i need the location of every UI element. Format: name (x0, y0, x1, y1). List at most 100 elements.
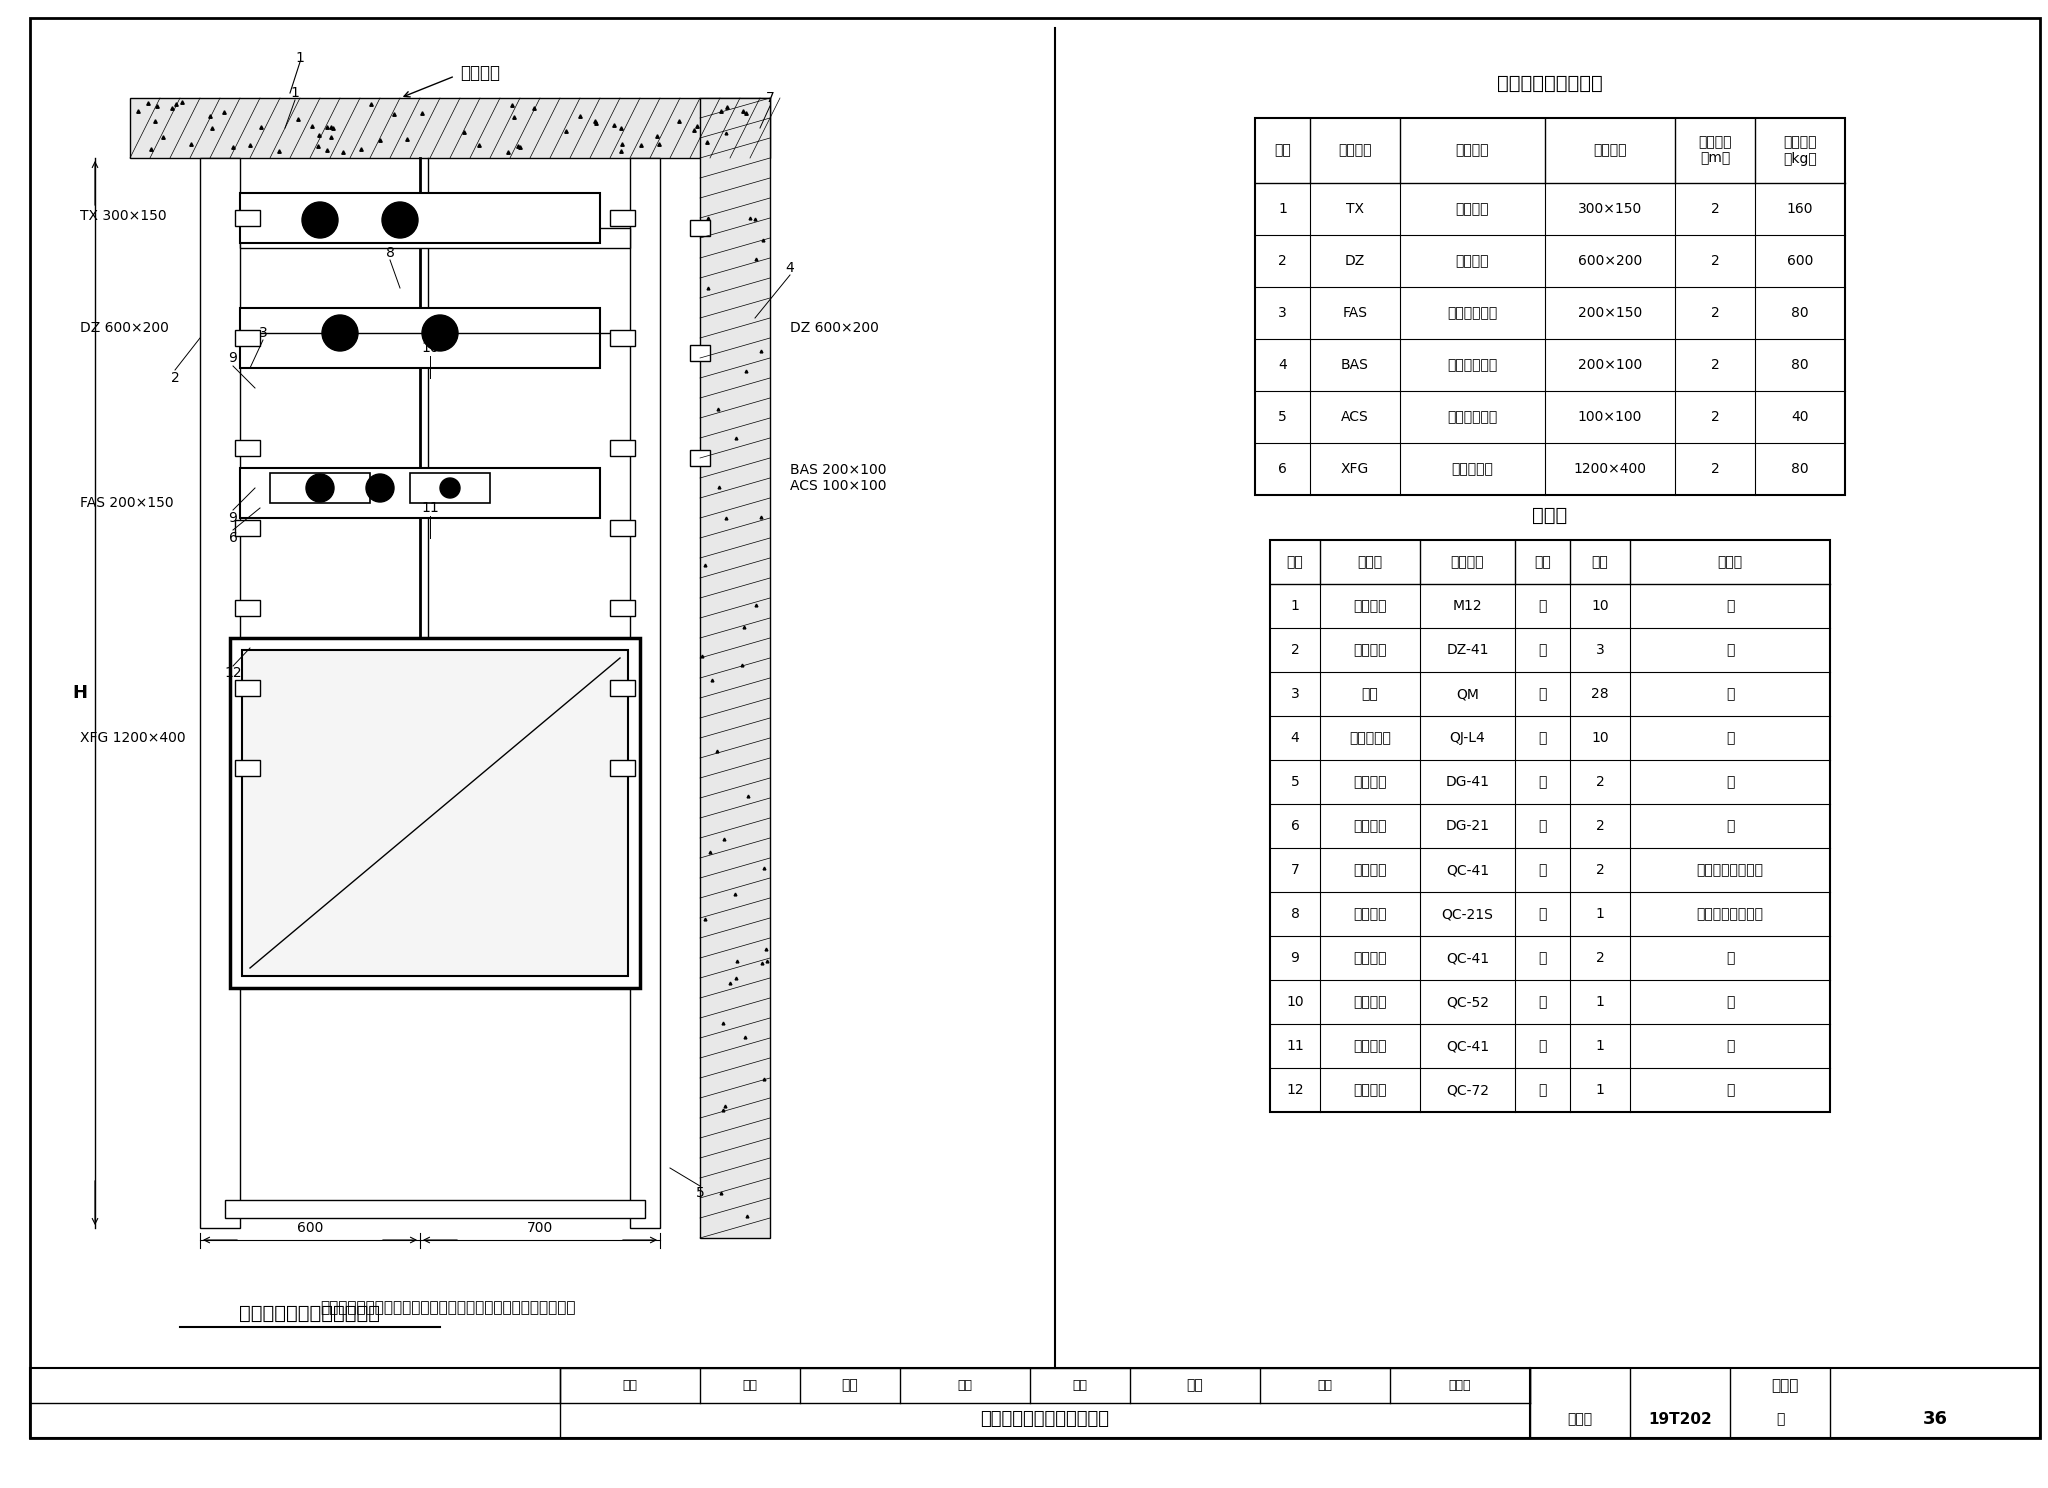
Bar (610, 330, 635, 347)
Circle shape (422, 315, 459, 351)
Text: DZ: DZ (1346, 254, 1366, 268)
Text: 9: 9 (1290, 951, 1298, 966)
Bar (236, 600, 260, 616)
Text: 吊架间距
（m）: 吊架间距 （m） (1698, 135, 1733, 165)
Text: 立杆槽钢: 立杆槽钢 (1354, 863, 1386, 876)
Text: 7: 7 (1290, 863, 1298, 876)
Text: QC-41: QC-41 (1446, 863, 1489, 876)
Text: 单位: 单位 (1534, 555, 1550, 568)
Bar (270, 473, 371, 503)
Text: 横担槽钢: 横担槽钢 (1354, 1083, 1386, 1097)
Bar (610, 680, 635, 696)
Text: 2: 2 (1710, 254, 1720, 268)
Text: 36: 36 (1923, 1411, 1948, 1428)
Text: DZ-41: DZ-41 (1446, 643, 1489, 658)
Text: 2: 2 (1710, 461, 1720, 476)
Text: 9: 9 (229, 510, 238, 525)
Bar (236, 330, 260, 347)
Text: QC-21S: QC-21S (1442, 908, 1493, 921)
Text: －: － (1726, 951, 1735, 966)
Text: 6: 6 (229, 531, 238, 545)
Text: 10: 10 (1591, 731, 1610, 745)
Text: 火灾报警电缆: 火灾报警电缆 (1448, 307, 1497, 320)
Text: 2: 2 (1710, 307, 1720, 320)
Text: 序号: 序号 (1286, 555, 1303, 568)
Text: 页: 页 (1776, 1412, 1784, 1426)
Text: 3: 3 (1595, 643, 1604, 658)
Text: QM: QM (1456, 687, 1479, 701)
Text: 长度工程设计确定: 长度工程设计确定 (1696, 863, 1763, 876)
Text: 1200×400: 1200×400 (1573, 461, 1647, 476)
Bar (690, 345, 711, 362)
Text: 李诚智: 李诚智 (1448, 1379, 1470, 1391)
Circle shape (322, 315, 358, 351)
Text: 门禁系统电缆: 门禁系统电缆 (1448, 411, 1497, 424)
Text: 横担槽钢: 横担槽钢 (1354, 1039, 1386, 1054)
Text: 个: 个 (1538, 951, 1546, 966)
Text: 校对: 校对 (958, 1379, 973, 1391)
Text: 管线名称: 管线名称 (1456, 143, 1489, 158)
Text: 19T202: 19T202 (1649, 1412, 1712, 1427)
Text: 2: 2 (1710, 359, 1720, 372)
Text: 2: 2 (1595, 863, 1604, 876)
Text: TX 300×150: TX 300×150 (80, 208, 166, 223)
Text: 2: 2 (1290, 643, 1298, 658)
Text: 300×150: 300×150 (1577, 202, 1642, 216)
Circle shape (305, 475, 334, 501)
Bar (240, 469, 600, 518)
Text: QJ-L4: QJ-L4 (1450, 731, 1485, 745)
Text: 6: 6 (1278, 461, 1286, 476)
Circle shape (440, 478, 461, 498)
Text: 80: 80 (1792, 307, 1808, 320)
Text: BAS 200×100
ACS 100×100: BAS 200×100 ACS 100×100 (791, 463, 887, 493)
Bar (410, 473, 489, 503)
Text: 杜棋: 杜棋 (842, 1378, 858, 1393)
Text: 1: 1 (1595, 908, 1604, 921)
Bar (236, 760, 260, 777)
Bar (240, 228, 631, 248)
Text: －: － (1726, 775, 1735, 789)
Text: 12: 12 (1286, 1083, 1305, 1097)
Text: 600: 600 (297, 1222, 324, 1235)
Circle shape (383, 202, 418, 238)
Text: 1: 1 (1290, 600, 1298, 613)
Text: 2: 2 (1595, 951, 1604, 966)
Text: 10: 10 (1591, 600, 1610, 613)
Text: 3: 3 (1278, 307, 1286, 320)
Bar (229, 638, 639, 988)
Text: 2: 2 (170, 371, 180, 385)
Bar (201, 158, 240, 1228)
Text: 槽钢底座: 槽钢底座 (1354, 643, 1386, 658)
Text: 5: 5 (1290, 775, 1298, 789)
Text: 梅棋: 梅棋 (743, 1379, 758, 1391)
Text: 周炜: 周炜 (1073, 1379, 1087, 1391)
Text: 9: 9 (229, 351, 238, 365)
Text: XFG: XFG (1341, 461, 1370, 476)
Text: 1: 1 (1595, 1083, 1604, 1097)
Text: 槽钢端盖: 槽钢端盖 (1354, 775, 1386, 789)
Text: 4: 4 (1278, 359, 1286, 372)
Text: －: － (1726, 687, 1735, 701)
Text: 混凝土板: 混凝土板 (461, 64, 500, 82)
Text: QC-72: QC-72 (1446, 1083, 1489, 1097)
Text: 600×200: 600×200 (1577, 254, 1642, 268)
Text: 2: 2 (1710, 202, 1720, 216)
Text: 环境监控电缆: 环境监控电缆 (1448, 359, 1497, 372)
Bar (236, 519, 260, 536)
Bar (1255, 118, 1845, 496)
Text: －: － (1726, 731, 1735, 745)
Text: 2: 2 (1278, 254, 1286, 268)
Bar (242, 650, 629, 976)
Bar (31, 1367, 2040, 1437)
Bar (240, 308, 600, 368)
Text: 200×150: 200×150 (1577, 307, 1642, 320)
Bar (700, 98, 770, 1238)
Text: 设计: 设计 (1317, 1379, 1333, 1391)
Text: 名　称: 名 称 (1358, 555, 1382, 568)
Text: 8: 8 (385, 246, 395, 260)
Text: 规格型号: 规格型号 (1450, 555, 1485, 568)
Text: 槽钢端盖: 槽钢端盖 (1354, 818, 1386, 833)
Text: －: － (1726, 818, 1735, 833)
Text: 闵本: 闵本 (1186, 1378, 1204, 1393)
Text: 锁扣: 锁扣 (1362, 687, 1378, 701)
